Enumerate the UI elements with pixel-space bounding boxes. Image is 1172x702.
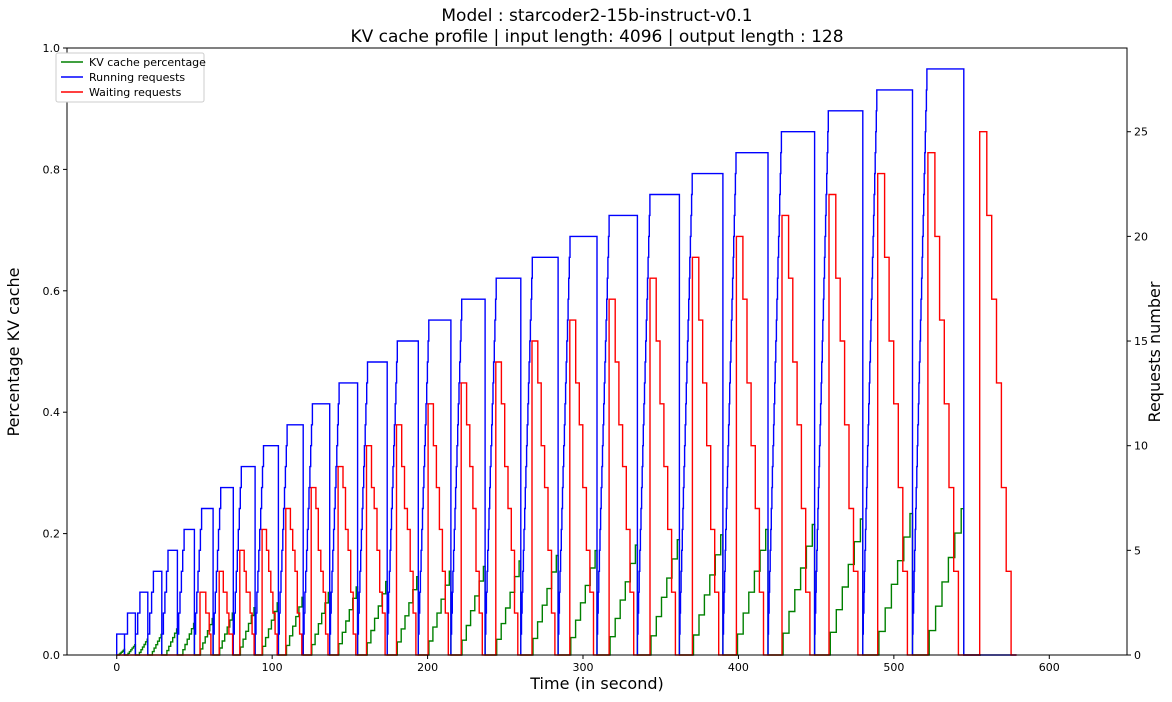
plot-frame — [66, 47, 1128, 656]
x-tick-label: 600 — [1039, 661, 1060, 674]
right-tick-label: 15 — [1134, 335, 1148, 348]
series-waiting-requests-line — [116, 131, 1017, 656]
left-tick-label: 0.4 — [43, 406, 61, 419]
series-running-requests-line — [116, 68, 1017, 656]
right-axis-ticks: 0 5 10 15 20 25 — [1127, 126, 1148, 662]
legend: KV cache percentage Running requests Wai… — [55, 52, 206, 103]
left-tick-label: 0.6 — [43, 285, 61, 298]
legend-label-waiting: Waiting requests — [89, 86, 182, 99]
left-tick-label: 0.8 — [43, 163, 61, 176]
chart-title-line-2: KV cache profile | input length: 4096 | … — [350, 27, 843, 47]
legend-label-kv-cache: KV cache percentage — [89, 56, 206, 69]
right-tick-label: 0 — [1134, 649, 1141, 662]
legend-label-running: Running requests — [89, 71, 185, 84]
left-tick-label: 0.0 — [43, 649, 61, 662]
x-tick-label: 200 — [417, 661, 438, 674]
x-axis-label: Time (in second) — [529, 674, 663, 693]
right-axis-label: Requests number — [1145, 281, 1164, 422]
right-tick-label: 20 — [1134, 230, 1148, 243]
right-tick-label: 25 — [1134, 126, 1148, 139]
left-axis-ticks: 0.0 0.2 0.4 0.6 0.8 1.0 — [43, 42, 67, 662]
right-tick-label: 10 — [1134, 440, 1148, 453]
left-axis-label: Percentage KV cache — [4, 268, 23, 437]
x-tick-label: 500 — [883, 661, 904, 674]
plot-lines — [116, 68, 1017, 656]
x-tick-label: 300 — [573, 661, 594, 674]
x-axis-ticks: 0 100 200 300 400 500 600 — [113, 655, 1060, 674]
x-tick-label: 100 — [262, 661, 283, 674]
left-tick-label: 0.2 — [43, 528, 61, 541]
chart-title-line-1: Model : starcoder2-15b-instruct-v0.1 — [441, 6, 752, 26]
left-tick-label: 1.0 — [43, 42, 61, 55]
x-tick-label: 400 — [728, 661, 749, 674]
right-tick-label: 5 — [1134, 544, 1141, 557]
x-tick-label: 0 — [113, 661, 120, 674]
legend-box — [55, 52, 205, 103]
